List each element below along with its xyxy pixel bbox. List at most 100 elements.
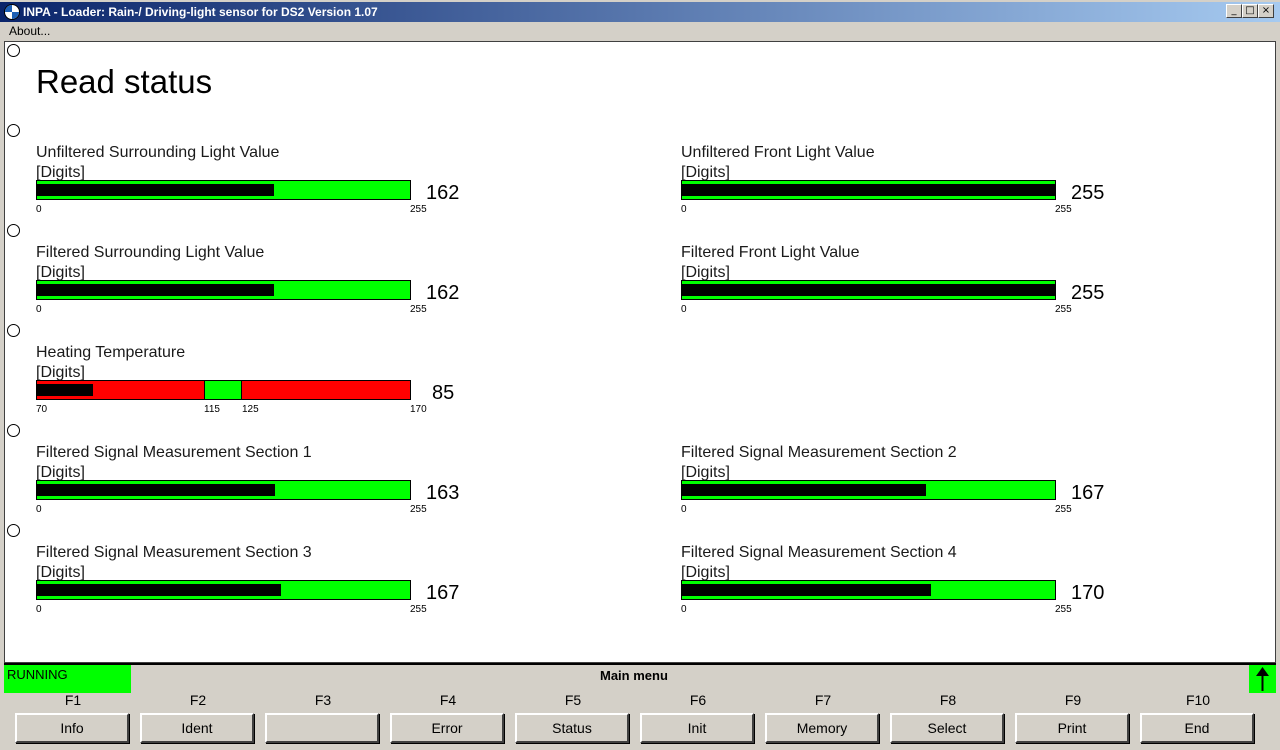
bmw-logo-icon: [4, 4, 20, 20]
gauge-label: Filtered Surrounding Light Value: [36, 244, 265, 261]
gauge-value: 162: [426, 182, 460, 204]
gauge-unfiltered-front-light: Unfiltered Front Light Value [Digits] 25…: [681, 144, 1141, 234]
gauge-unit: [Digits]: [36, 464, 85, 481]
gauge-bar: [681, 280, 1056, 300]
init-button[interactable]: Init: [640, 713, 754, 743]
fkey-f9: F9 Print: [1015, 692, 1131, 748]
gauge-bar: [36, 480, 411, 500]
gauge-value: 163: [426, 482, 460, 504]
gauge-label: Heating Temperature: [36, 344, 186, 361]
memory-button[interactable]: Memory: [765, 713, 879, 743]
up-arrow-icon[interactable]: [1249, 665, 1276, 693]
gauge-max: 255: [1055, 604, 1072, 615]
gauge-bar: [681, 580, 1056, 600]
gauge-value: 162: [426, 282, 460, 304]
gauge-label: Filtered Signal Measurement Section 1: [36, 444, 312, 461]
info-button[interactable]: Info: [15, 713, 129, 743]
radio-button[interactable]: [7, 324, 20, 337]
fkey-f2: F2 Ident: [140, 692, 256, 748]
fkey-f1: F1 Info: [15, 692, 131, 748]
gauge-tick: 115: [204, 404, 220, 415]
gauge-value: 167: [426, 582, 460, 604]
maximize-button[interactable]: □: [1242, 4, 1258, 18]
fkey-f8: F8 Select: [890, 692, 1006, 748]
gauge-fill: [37, 184, 274, 196]
gauge-signal-section-1: Filtered Signal Measurement Section 1 [D…: [36, 444, 496, 534]
fkey-f6: F6 Init: [640, 692, 756, 748]
gauge-heating-temperature: Heating Temperature [Digits] 85 70 115 1…: [36, 344, 496, 434]
menu-about[interactable]: About...: [9, 24, 51, 38]
status-button[interactable]: Status: [515, 713, 629, 743]
gauge-max: 255: [410, 204, 427, 215]
radio-button[interactable]: [7, 424, 20, 437]
gauge-max: 255: [1055, 504, 1072, 515]
gauge-min: 0: [681, 604, 687, 615]
gauge-max: 255: [1055, 304, 1072, 315]
gauge-label: Unfiltered Front Light Value: [681, 144, 875, 161]
error-button[interactable]: Error: [390, 713, 504, 743]
gauge-bar: [36, 580, 411, 600]
fkey-f7: F7 Memory: [765, 692, 881, 748]
status-panel: Read status Unfiltered Surrounding Light…: [4, 41, 1276, 663]
gauge-min: 0: [36, 504, 42, 515]
fkey-f5: F5 Status: [515, 692, 631, 748]
radio-button[interactable]: [7, 224, 20, 237]
gauge-fill: [682, 184, 1055, 196]
gauge-label: Filtered Signal Measurement Section 2: [681, 444, 957, 461]
gauge-signal-section-3: Filtered Signal Measurement Section 3 [D…: [36, 544, 496, 634]
end-button[interactable]: End: [1140, 713, 1254, 743]
gauge-value: 170: [1071, 582, 1105, 604]
gauge-value: 255: [1071, 182, 1105, 204]
minimize-button[interactable]: _: [1226, 4, 1242, 18]
gauge-min: 0: [36, 304, 42, 315]
gauge-min: 0: [681, 204, 687, 215]
fkey-label: F7: [814, 692, 832, 708]
gauge-unit: [Digits]: [36, 364, 85, 381]
status-row: RUNNING Main menu: [4, 663, 1276, 693]
gauge-label: Filtered Signal Measurement Section 4: [681, 544, 957, 561]
gauge-fill: [682, 584, 931, 596]
gauge-unit: [Digits]: [36, 564, 85, 581]
fkey-label: F2: [189, 692, 207, 708]
page-title: Read status: [36, 63, 213, 100]
gauge-label: Filtered Front Light Value: [681, 244, 860, 261]
gauge-ok-zone: [204, 381, 242, 399]
radio-button[interactable]: [7, 44, 20, 57]
gauge-label: Filtered Signal Measurement Section 3: [36, 544, 312, 561]
fkey-f4: F4 Error: [390, 692, 506, 748]
gauge-signal-section-2: Filtered Signal Measurement Section 2 [D…: [681, 444, 1141, 534]
gauge-bar: [36, 180, 411, 200]
select-button[interactable]: Select: [890, 713, 1004, 743]
f3-button[interactable]: [265, 713, 379, 743]
gauge-value: 167: [1071, 482, 1105, 504]
gauge-tick: 125: [242, 404, 259, 415]
gauge-fill: [682, 484, 926, 496]
menu-bar: About...: [0, 22, 1280, 40]
menu-name: Main menu: [600, 668, 668, 683]
gauge-unit: [Digits]: [36, 264, 85, 281]
gauge-unit: [Digits]: [681, 264, 730, 281]
gauge-fill: [682, 284, 1055, 296]
gauge-signal-section-4: Filtered Signal Measurement Section 4 [D…: [681, 544, 1141, 634]
fkey-label: F6: [689, 692, 707, 708]
gauge-unit: [Digits]: [36, 164, 85, 181]
gauge-fill: [37, 484, 275, 496]
gauge-max: 170: [410, 404, 427, 415]
fkey-f10: F10 End: [1140, 692, 1256, 748]
print-button[interactable]: Print: [1015, 713, 1129, 743]
gauge-label: Unfiltered Surrounding Light Value: [36, 144, 280, 161]
gauge-filtered-surrounding-light: Filtered Surrounding Light Value [Digits…: [36, 244, 496, 334]
fkey-label: F9: [1064, 692, 1082, 708]
gauge-max: 255: [410, 604, 427, 615]
gauge-filtered-front-light: Filtered Front Light Value [Digits] 255 …: [681, 244, 1141, 334]
title-bar[interactable]: INPA - Loader: Rain-/ Driving-light sens…: [0, 2, 1280, 22]
gauge-bar: [681, 480, 1056, 500]
ident-button[interactable]: Ident: [140, 713, 254, 743]
radio-button[interactable]: [7, 124, 20, 137]
close-button[interactable]: ×: [1258, 4, 1274, 18]
gauge-min: 0: [681, 504, 687, 515]
gauge-unit: [Digits]: [681, 164, 730, 181]
gauge-fill: [37, 384, 93, 396]
radio-button[interactable]: [7, 524, 20, 537]
